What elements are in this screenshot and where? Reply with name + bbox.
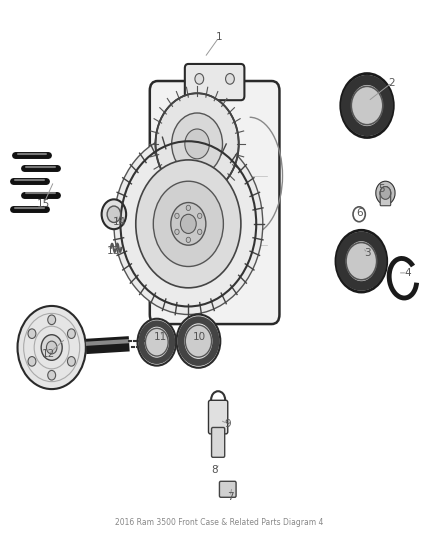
- Circle shape: [180, 214, 196, 233]
- Circle shape: [46, 341, 57, 354]
- Circle shape: [28, 357, 36, 366]
- FancyBboxPatch shape: [380, 192, 391, 206]
- Circle shape: [155, 93, 239, 195]
- Circle shape: [171, 203, 206, 245]
- Circle shape: [351, 86, 383, 125]
- Circle shape: [67, 329, 75, 338]
- Text: 8: 8: [211, 465, 218, 475]
- FancyBboxPatch shape: [150, 81, 279, 324]
- Circle shape: [172, 113, 223, 175]
- Circle shape: [175, 213, 179, 219]
- Circle shape: [185, 325, 212, 357]
- Text: 2016 Ram 3500 Front Case & Related Parts Diagram 4: 2016 Ram 3500 Front Case & Related Parts…: [115, 518, 323, 527]
- Circle shape: [177, 314, 220, 368]
- Circle shape: [48, 315, 56, 325]
- Text: 9: 9: [224, 419, 231, 429]
- Text: 3: 3: [364, 248, 371, 258]
- Text: 11: 11: [154, 332, 167, 342]
- Text: 10: 10: [193, 332, 206, 342]
- Text: 7: 7: [226, 492, 233, 502]
- Circle shape: [28, 329, 36, 338]
- Circle shape: [18, 306, 86, 389]
- Circle shape: [153, 181, 223, 266]
- Circle shape: [41, 335, 62, 360]
- Circle shape: [136, 160, 241, 288]
- Circle shape: [198, 229, 202, 235]
- Circle shape: [48, 370, 56, 380]
- Text: 5: 5: [378, 184, 385, 194]
- Text: 2: 2: [389, 78, 396, 87]
- FancyBboxPatch shape: [208, 400, 228, 434]
- Circle shape: [186, 237, 191, 243]
- Circle shape: [341, 74, 393, 138]
- Text: 4: 4: [404, 268, 411, 278]
- Text: 14: 14: [113, 217, 126, 227]
- Circle shape: [198, 213, 202, 219]
- FancyBboxPatch shape: [212, 427, 225, 457]
- Circle shape: [145, 328, 168, 356]
- Circle shape: [138, 319, 176, 366]
- Circle shape: [175, 229, 179, 235]
- Circle shape: [226, 74, 234, 84]
- Text: 12: 12: [42, 350, 55, 359]
- FancyBboxPatch shape: [219, 481, 236, 497]
- Circle shape: [346, 243, 377, 280]
- Circle shape: [107, 206, 120, 222]
- Circle shape: [186, 205, 191, 211]
- Circle shape: [102, 199, 126, 229]
- Circle shape: [380, 187, 391, 199]
- FancyBboxPatch shape: [185, 64, 244, 100]
- Circle shape: [114, 133, 263, 314]
- Text: 15: 15: [37, 199, 50, 208]
- Circle shape: [195, 74, 204, 84]
- Text: 1: 1: [215, 33, 223, 42]
- Circle shape: [67, 357, 75, 366]
- Circle shape: [336, 230, 387, 292]
- Circle shape: [185, 129, 209, 159]
- Wedge shape: [376, 181, 395, 205]
- Text: 13: 13: [106, 246, 120, 255]
- Text: 6: 6: [356, 208, 363, 218]
